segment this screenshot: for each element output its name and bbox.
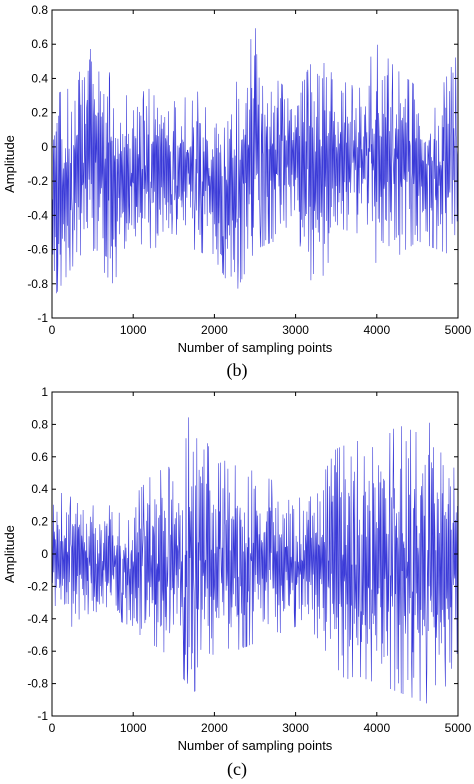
x-tick-label: 0 <box>49 323 56 337</box>
y-tick-label: -0.2 <box>27 174 48 188</box>
y-tick-label: -0.6 <box>27 644 48 658</box>
x-tick-label: 3000 <box>282 721 309 735</box>
x-tick-label: 3000 <box>282 323 309 337</box>
y-tick-label: -0.8 <box>27 677 48 691</box>
y-tick-label: 1 <box>41 385 48 399</box>
x-tick-label: 4000 <box>363 323 390 337</box>
x-tick-label: 1000 <box>120 323 147 337</box>
signal-line-group <box>51 28 459 294</box>
x-tick-label: 4000 <box>363 721 390 735</box>
y-tick-label: 0.2 <box>31 106 48 120</box>
y-tick-label: 0.8 <box>31 3 48 17</box>
y-tick-label: 0.2 <box>31 515 48 529</box>
plot-border <box>51 391 459 717</box>
y-tick-label: -0.4 <box>27 612 48 626</box>
signal-line <box>51 28 459 294</box>
y-tick-label: -0.2 <box>27 579 48 593</box>
y-tick-label: 0.4 <box>31 71 48 85</box>
y-tick-label: -1 <box>37 311 48 325</box>
y-tick-label: -1 <box>37 709 48 723</box>
signal-line <box>51 417 459 704</box>
y-tick-label: 0 <box>41 547 48 561</box>
panel-label: (c) <box>227 759 247 780</box>
chart-panel-b: 0 1000 2000 3000 4000 5000 -1 -0.8 -0.6 -0.4 -0.2… <box>2 3 472 381</box>
y-tick-label: 0.8 <box>31 417 48 431</box>
x-tick-label: 5000 <box>445 721 472 735</box>
y-tick-label: -0.8 <box>27 277 48 291</box>
y-tick-label: -0.4 <box>27 208 48 222</box>
x-tick-label: 1000 <box>120 721 147 735</box>
x-tick-label: 0 <box>49 721 56 735</box>
y-axis-label: Amplitude <box>2 525 17 583</box>
chart-panel-c: 0 1000 2000 3000 4000 5000 -1 -0.8 -0.6 -0.4 -0.2… <box>2 385 472 780</box>
plot-border <box>51 9 459 319</box>
y-tick-label: 0.4 <box>31 482 48 496</box>
y-ticks: -1 -0.8 -0.6 -0.4 -0.2 0 0.2 0.4 0.6 0.8 <box>27 3 458 325</box>
signal-line-group <box>51 417 459 704</box>
x-tick-label: 2000 <box>201 721 228 735</box>
x-axis-label: Number of sampling points <box>178 340 333 355</box>
panel-label: (b) <box>227 360 248 381</box>
y-tick-label: -0.6 <box>27 243 48 257</box>
x-tick-label: 2000 <box>201 323 228 337</box>
y-tick-label: 0 <box>41 140 48 154</box>
y-tick-label: 0.6 <box>31 37 48 51</box>
x-ticks: 0 1000 2000 3000 4000 5000 <box>49 392 472 735</box>
y-tick-label: 0.6 <box>31 450 48 464</box>
x-tick-label: 5000 <box>445 323 472 337</box>
x-axis-label: Number of sampling points <box>178 738 333 753</box>
y-axis-label: Amplitude <box>2 135 17 193</box>
